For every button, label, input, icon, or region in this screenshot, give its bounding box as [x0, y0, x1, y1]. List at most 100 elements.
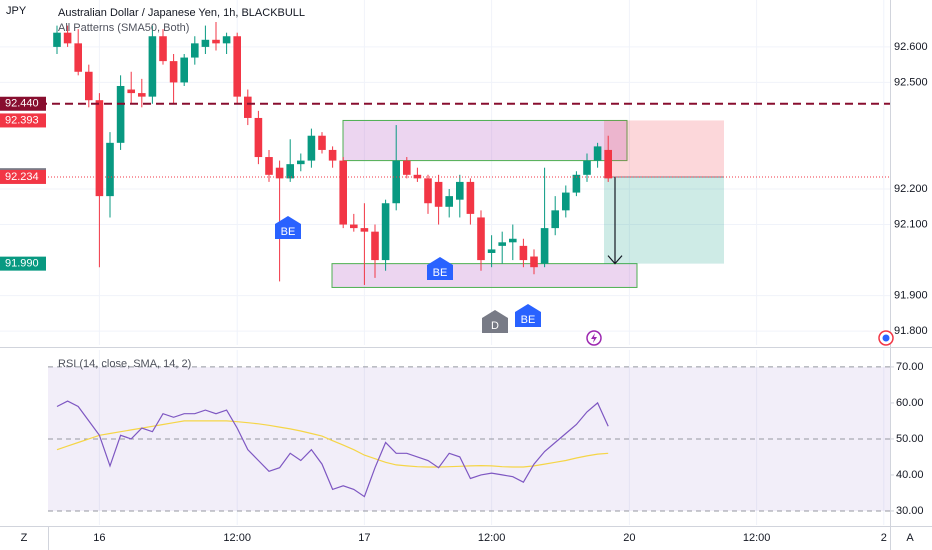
pattern-badge	[515, 304, 541, 327]
rsi-band	[48, 366, 890, 511]
candle-body	[381, 203, 390, 261]
candle-body	[530, 256, 538, 268]
price-label-box	[0, 256, 46, 271]
x-tick-label: 12:00	[743, 532, 771, 544]
rsi-tick-label: 50.00	[896, 433, 924, 445]
price-label: 92.393	[5, 114, 39, 126]
event-icon[interactable]	[586, 330, 602, 346]
candle-body	[583, 160, 591, 175]
currency-label: JPY	[6, 5, 27, 17]
y-tick-label: 92.100	[894, 218, 928, 230]
y-tick-label: 92.500	[894, 76, 928, 88]
x-tick-label: 12:00	[478, 532, 506, 544]
candle-body	[74, 43, 82, 72]
stop-zone	[604, 120, 724, 177]
candle-body	[424, 178, 432, 204]
price-label-box	[0, 169, 46, 184]
price-label-box	[0, 96, 46, 111]
x-tick-label: 20	[623, 532, 635, 544]
news-icon[interactable]	[878, 330, 894, 346]
rsi-tick-label: 60.00	[896, 397, 924, 409]
y-tick-label: 91.800	[894, 325, 928, 337]
candle-body	[85, 71, 93, 101]
candle-body	[106, 142, 114, 197]
candle-body	[275, 167, 284, 179]
y-tick-label: 92.200	[894, 183, 928, 195]
candle-body	[540, 228, 549, 264]
candle-body	[360, 228, 369, 232]
grid-layer	[0, 0, 890, 525]
candle-body	[169, 61, 178, 83]
price-label: 91.990	[5, 258, 39, 270]
candle-body	[95, 100, 104, 197]
candle-body	[498, 242, 506, 246]
pattern-badge-label: D	[491, 320, 499, 332]
candle-body	[222, 36, 231, 44]
candle-body	[127, 89, 135, 94]
pattern-zone	[331, 263, 638, 288]
main-layer: 16 12:00 17 12:00 20 12:00 2 92.600 92.500 92.200…	[0, 22, 928, 544]
chart-title: Australian Dollar / Japanese Yen, 1h, BL…	[58, 7, 305, 19]
y-tick-label: 91.900	[894, 290, 928, 302]
rsi-label: RSI (14, close, SMA, 14, 2)	[58, 358, 191, 370]
candle-body	[138, 93, 146, 97]
candle-body	[63, 32, 72, 44]
candle-body	[212, 39, 220, 44]
candle-body	[201, 39, 210, 47]
position-arrow-head	[607, 255, 623, 265]
zoom-button[interactable]: Z	[21, 532, 28, 544]
candle-body	[551, 210, 559, 229]
indicator-label: All Patterns (SMA50, Both)	[58, 22, 189, 34]
candle-body	[456, 181, 464, 200]
candle-body	[297, 160, 305, 165]
rsi-tick-label: 40.00	[896, 469, 924, 481]
candle-body	[328, 149, 337, 161]
auto-scale-button[interactable]: A	[906, 532, 914, 544]
x-tick-label: 16	[93, 532, 105, 544]
pattern-badge-label: BE	[281, 226, 296, 238]
x-tick-label: 17	[358, 532, 370, 544]
candle-body	[318, 135, 326, 150]
candle-body	[191, 43, 199, 58]
pattern-badge-label: BE	[433, 267, 448, 279]
candle-body	[509, 238, 517, 243]
candle-body	[487, 249, 496, 253]
pattern-badge	[275, 216, 301, 239]
rsi-line	[56, 400, 609, 498]
price-label-box	[0, 113, 46, 128]
candle-body	[477, 217, 485, 261]
candle-body	[307, 135, 316, 161]
candle-body	[466, 181, 475, 214]
y-tick-label: 92.600	[894, 41, 928, 53]
candle-body	[519, 245, 528, 261]
candle-body	[339, 160, 347, 225]
pattern-zone	[342, 119, 628, 162]
candle-body	[180, 57, 188, 83]
rsi-tick-label: 30.00	[896, 505, 924, 517]
candle-body	[233, 36, 241, 97]
pattern-badge	[427, 257, 453, 280]
candle-body	[286, 164, 294, 179]
price-label: 92.440	[5, 98, 39, 110]
x-tick-label: 12:00	[223, 532, 251, 544]
candle-body	[434, 181, 443, 207]
candle-body	[392, 160, 400, 204]
x-tick-label: 2	[881, 532, 887, 544]
candle-body	[254, 117, 263, 158]
news-icon-dot	[882, 334, 890, 342]
rsi-line	[56, 420, 609, 468]
target-zone	[604, 176, 724, 264]
candle-body	[593, 146, 602, 161]
candle-body	[371, 231, 379, 261]
candle-body	[562, 192, 570, 211]
pattern-badge-label: BE	[521, 314, 536, 326]
candle-body	[403, 160, 411, 175]
candle-body	[350, 224, 358, 229]
candle-body	[148, 36, 157, 97]
price-label: 92.234	[5, 171, 39, 183]
candle-body	[159, 36, 167, 62]
candle-body	[53, 32, 61, 47]
rsi-tick-label: 70.00	[896, 361, 924, 373]
event-icon-bolt	[591, 333, 597, 343]
